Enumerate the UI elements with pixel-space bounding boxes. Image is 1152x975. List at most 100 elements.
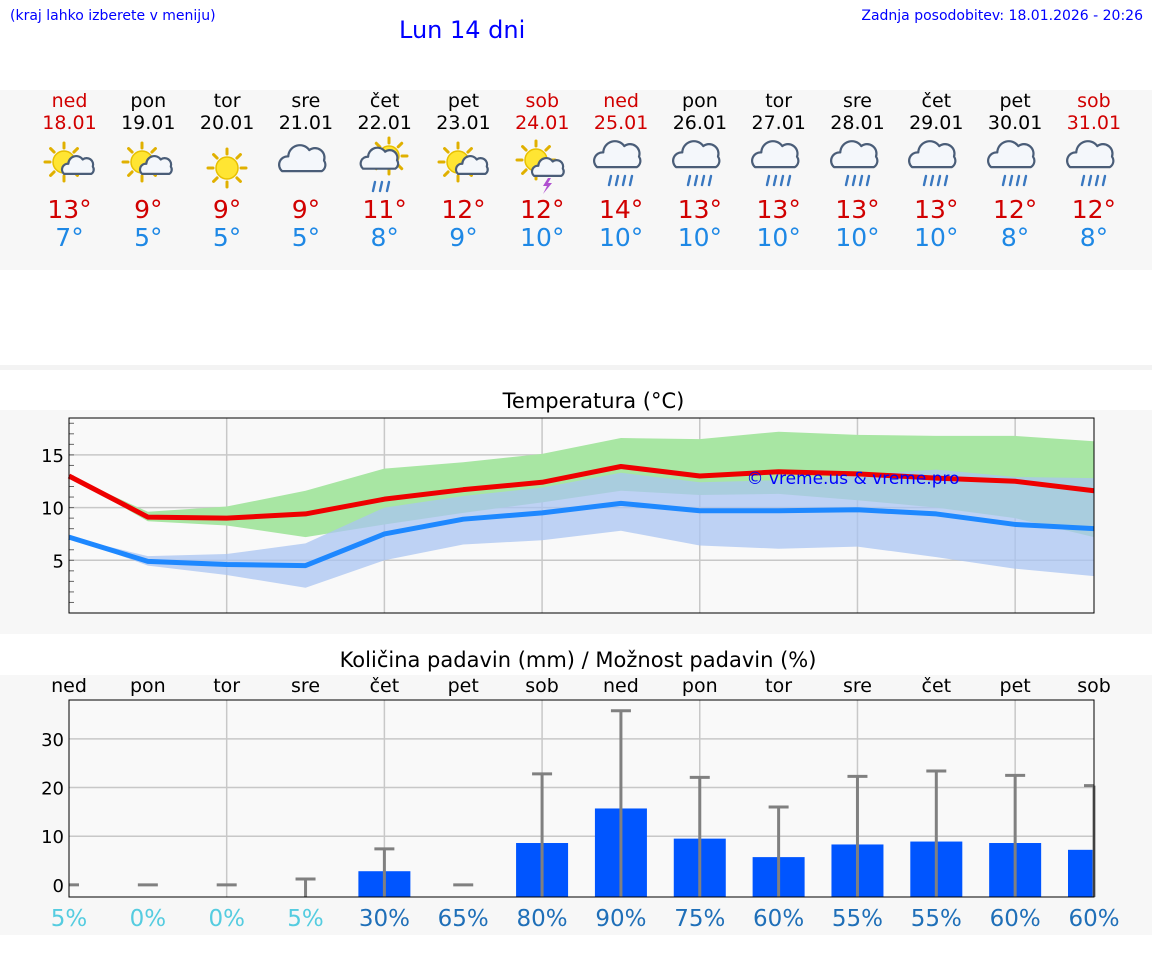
- daily-forecast-strip: ned 18.01 13° 7° pon 19.01 9° 5° tor 20.01 9° 5° sre…: [0, 90, 1152, 270]
- rain-cloud-icon: [750, 140, 800, 187]
- sun-icon: [206, 147, 248, 189]
- temp-max: 9°: [291, 195, 321, 224]
- day-date: 21.01: [278, 112, 334, 134]
- day-label: ned: [51, 675, 87, 697]
- precip-probability: 30%: [359, 906, 410, 932]
- precip-probability: 5%: [287, 906, 324, 932]
- plot-frame: [68, 417, 1095, 614]
- precip-probability: 60%: [1068, 906, 1119, 932]
- precip-probability: 0%: [130, 906, 167, 932]
- precip-probability: 65%: [438, 906, 489, 932]
- day-name: pon: [682, 90, 718, 112]
- temp-min: 10°: [677, 223, 723, 252]
- rain-cloud-icon: [829, 140, 878, 187]
- day-name: pet: [447, 90, 480, 112]
- day-label: pon: [682, 675, 718, 697]
- day-column: ned 25.01 14° 10°: [582, 90, 661, 252]
- precip-probability: 80%: [517, 906, 568, 932]
- temp-max: 14°: [598, 195, 644, 224]
- day-name: sob: [1077, 90, 1111, 112]
- temp-max: 13°: [914, 195, 959, 224]
- precip-probability: 5%: [51, 906, 88, 932]
- day-date: 23.01: [436, 112, 491, 134]
- day-label: tor: [213, 675, 240, 697]
- temp-min: 8°: [1079, 223, 1109, 252]
- sun-cloud-icon: [121, 141, 174, 183]
- day-date: 18.01: [42, 112, 97, 134]
- day-column: pet 23.01 12° 9°: [424, 90, 503, 252]
- day-label: pon: [130, 675, 166, 697]
- temp-min: 5°: [212, 223, 242, 252]
- day-column: pon 19.01 9° 5°: [109, 90, 188, 252]
- day-column: čet 22.01 11° 8°: [345, 90, 424, 252]
- temp-max: 12°: [992, 195, 1038, 224]
- precip-probability: 55%: [832, 906, 883, 932]
- temp-min: 8°: [1000, 223, 1030, 252]
- day-name: pet: [999, 90, 1031, 112]
- day-name: pon: [130, 90, 167, 112]
- day-column: sre 21.01 9° 5°: [266, 90, 345, 252]
- y-tick-label: 15: [41, 446, 64, 467]
- temp-min: 7°: [55, 223, 84, 252]
- temperature-chart: 5 10 15 Temperatura (°C) © vreme.us & vreme.…: [41, 389, 1095, 614]
- temp-max: 11°: [362, 195, 407, 224]
- day-date: 29.01: [909, 112, 964, 134]
- rain-cloud-icon: [908, 140, 957, 187]
- day-label: sre: [291, 675, 320, 697]
- rain-cloud-icon: [593, 140, 642, 187]
- sun-cloud-icon: [437, 141, 489, 183]
- cloud-icon: [277, 144, 327, 173]
- day-date: 26.01: [672, 112, 728, 134]
- temp-max: 12°: [520, 195, 565, 224]
- temp-max: 13°: [756, 195, 801, 224]
- sun-icon-part: [206, 147, 248, 189]
- temp-min: 5°: [134, 223, 163, 252]
- y-tick-label: 10: [41, 499, 64, 520]
- sun-cloud-storm-icon: [515, 139, 566, 194]
- temperature-title: Temperatura (°C): [502, 389, 685, 413]
- temp-max: 9°: [212, 195, 242, 224]
- day-date: 19.01: [121, 112, 176, 134]
- day-name: tor: [765, 90, 793, 112]
- rain-cloud-icon: [1065, 140, 1115, 187]
- temp-max: 13°: [677, 195, 723, 224]
- day-label: čet: [922, 675, 952, 697]
- precip-probability: 75%: [674, 906, 725, 932]
- temp-max: 9°: [134, 195, 163, 224]
- temp-max: 12°: [1071, 195, 1117, 224]
- rain-cloud-icon: [987, 140, 1036, 187]
- temp-min: 9°: [449, 223, 478, 252]
- temp-max: 13°: [47, 195, 92, 224]
- rain-cloud-icon: [671, 140, 721, 187]
- day-date: 22.01: [357, 112, 412, 134]
- day-date: 24.01: [515, 112, 570, 134]
- precip-bar: [1068, 849, 1094, 897]
- day-label: čet: [370, 675, 400, 697]
- day-label: sob: [525, 675, 559, 697]
- y-tick-label: 20: [41, 779, 64, 800]
- day-column: tor 20.01 9° 5°: [188, 90, 267, 252]
- precip-probability: 90%: [595, 906, 646, 932]
- precipitation-title: Količina padavin (mm) / Možnost padavin …: [340, 648, 817, 672]
- max-temp-line: [67, 463, 1095, 521]
- temp-min: 10°: [835, 223, 880, 252]
- day-name: tor: [213, 90, 241, 112]
- day-date: 30.01: [987, 112, 1043, 134]
- divider: [0, 365, 1152, 370]
- temp-min: 10°: [598, 223, 644, 252]
- day-date: 28.01: [830, 112, 885, 134]
- region-menu-hint[interactable]: (kraj lahko izberete v meniju): [10, 8, 216, 24]
- temp-min: 8°: [370, 223, 399, 252]
- day-column: sob 24.01 12° 10°: [503, 90, 582, 252]
- day-name: čet: [369, 90, 400, 112]
- day-label: pet: [1000, 675, 1031, 697]
- day-name: ned: [51, 90, 88, 112]
- precip-probability: 60%: [990, 906, 1041, 932]
- day-column: tor 27.01 13° 10°: [739, 90, 818, 252]
- precip-probability: 0%: [208, 906, 245, 932]
- day-date: 25.01: [593, 112, 649, 134]
- temp-max: 13°: [835, 195, 880, 224]
- day-column: pon 26.01 13° 10°: [660, 90, 739, 252]
- day-date: 31.01: [1066, 112, 1122, 134]
- day-label: sre: [843, 675, 872, 697]
